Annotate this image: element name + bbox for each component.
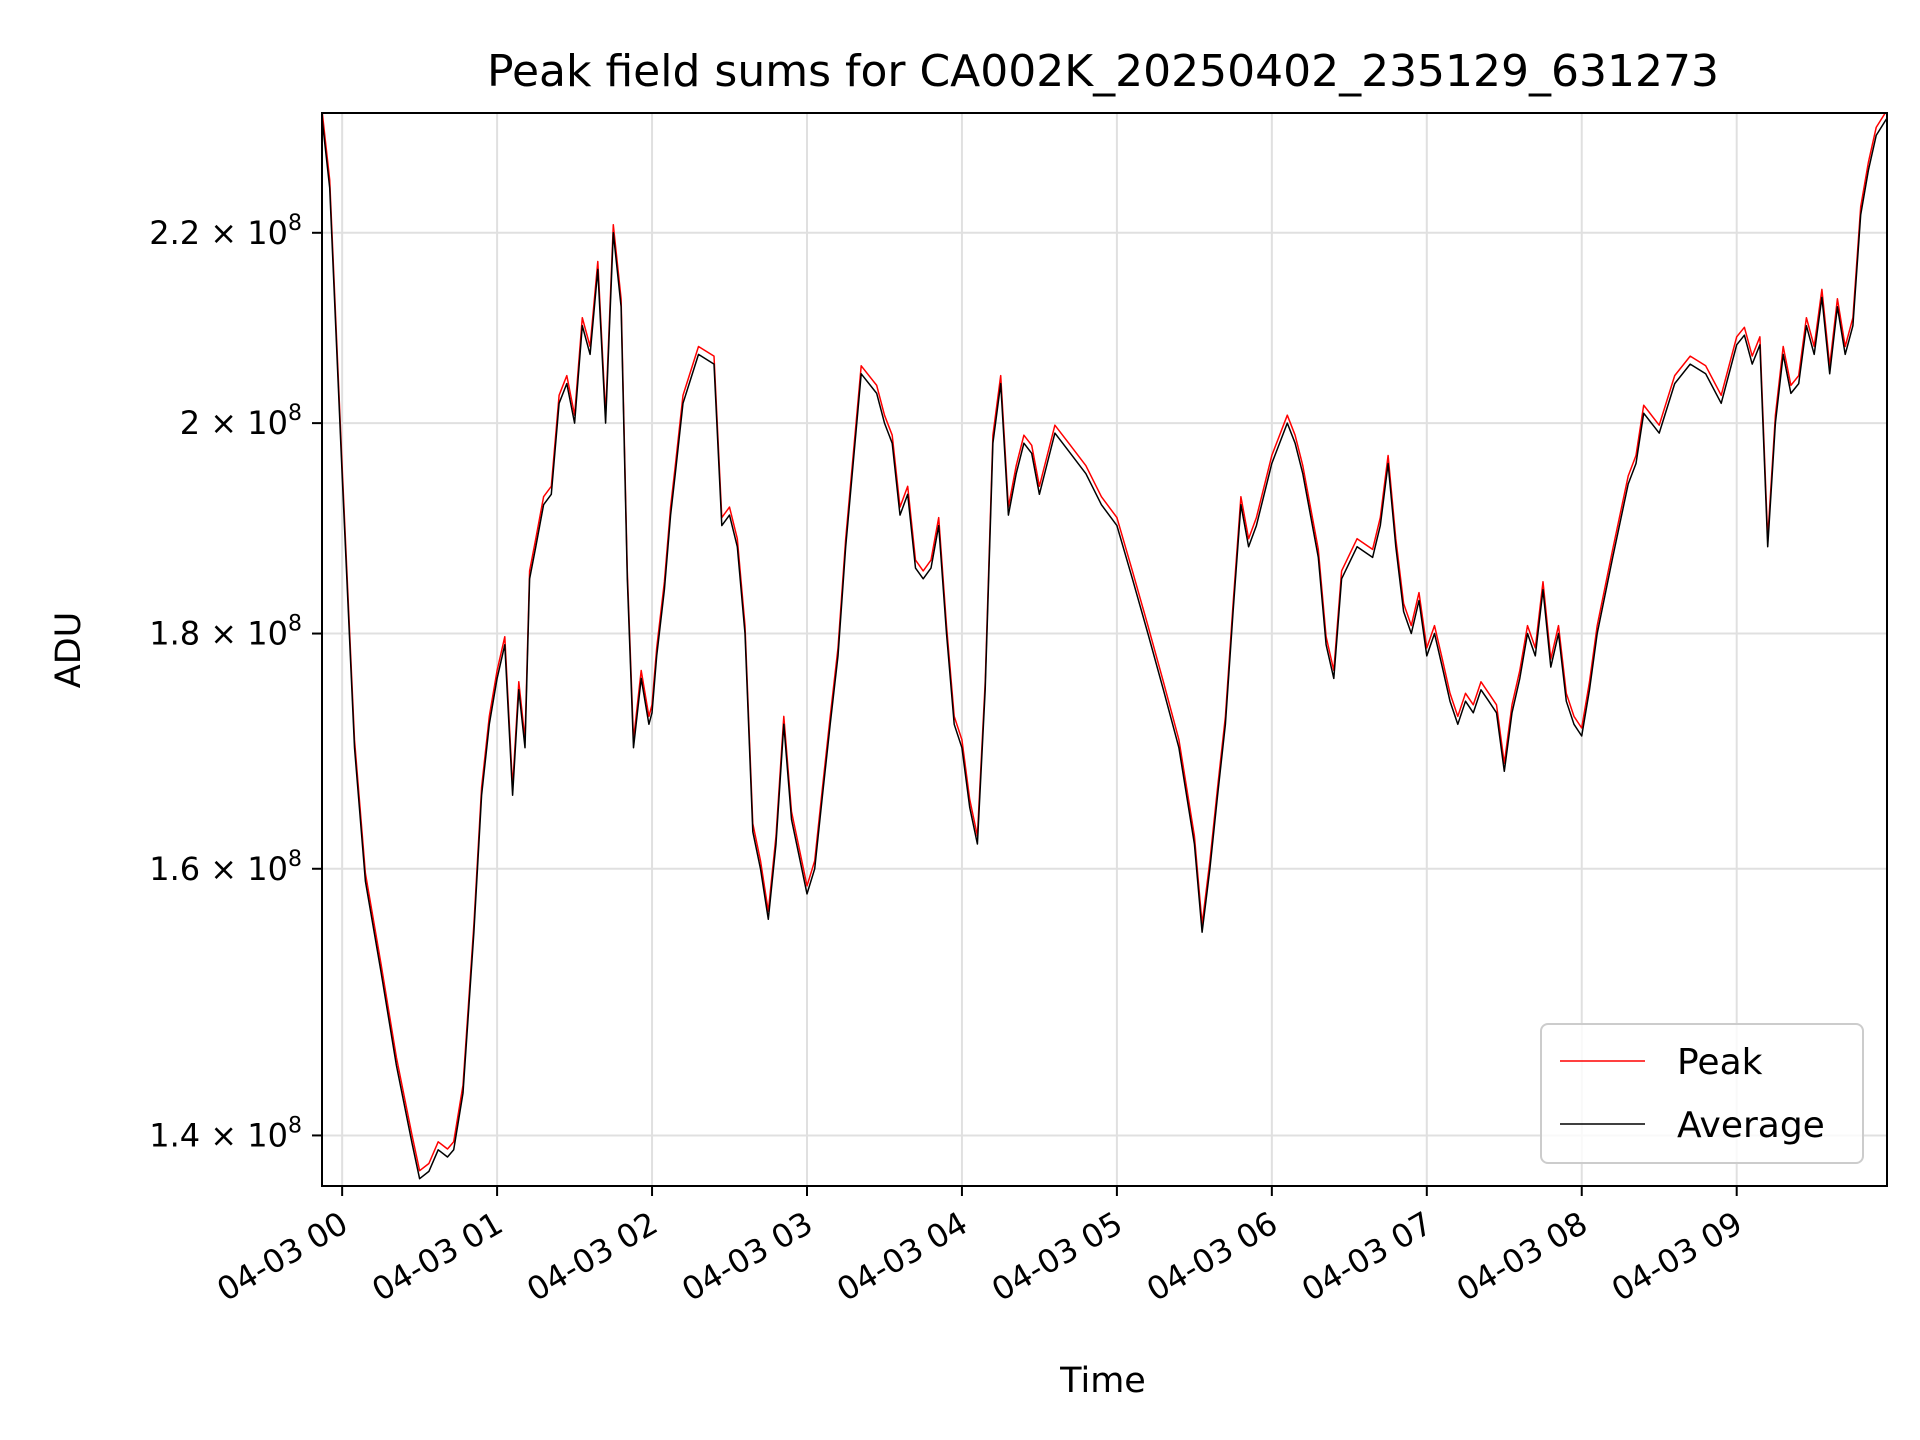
y-tick-label: 1.6 × 108 bbox=[149, 847, 302, 888]
x-axis-title: Time bbox=[1059, 1361, 1146, 1401]
y-tick-label: 2 × 108 bbox=[180, 401, 302, 442]
y-tick-label: 1.8 × 108 bbox=[149, 612, 302, 653]
y-tick-label: 1.4 × 108 bbox=[149, 1113, 302, 1154]
y-tick-label: 2.2 × 108 bbox=[149, 211, 302, 252]
legend: Peak Average bbox=[1540, 1023, 1864, 1164]
series-line-average bbox=[322, 117, 1887, 1180]
series-lines bbox=[322, 113, 1887, 1180]
chart-title: Peak field sums for CA002K_20250402_2351… bbox=[487, 46, 1719, 97]
legend-label-average: Average bbox=[1677, 1105, 1825, 1146]
legend-box bbox=[1540, 1023, 1864, 1164]
plot-area bbox=[321, 112, 1888, 1187]
y-axis-title: ADU bbox=[49, 612, 89, 689]
legend-label-peak: Peak bbox=[1677, 1042, 1763, 1083]
